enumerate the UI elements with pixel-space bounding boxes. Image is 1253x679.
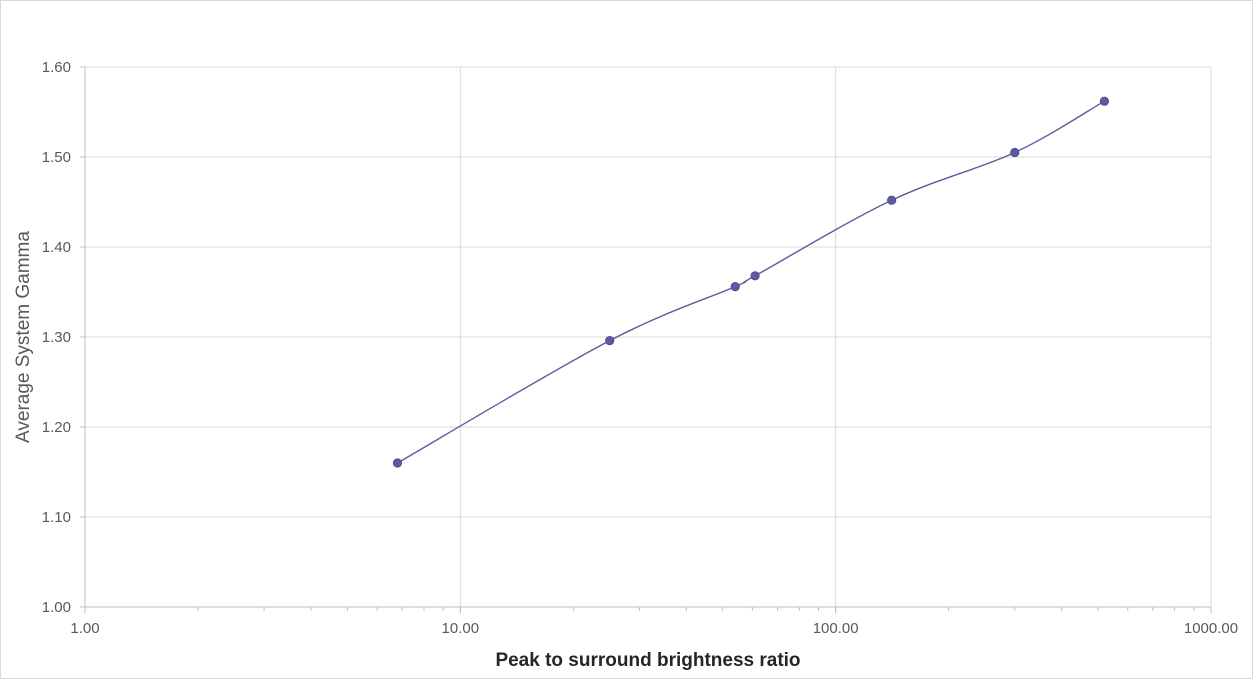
data-point — [730, 281, 740, 292]
data-point — [1010, 147, 1020, 158]
x-tick-label: 1000.00 — [1184, 620, 1238, 637]
data-point — [1099, 96, 1110, 106]
x-tick-label: 10.00 — [442, 620, 480, 637]
series-layer — [392, 96, 1110, 468]
y-tick-label: 1.40 — [42, 239, 71, 256]
data-point — [750, 271, 760, 281]
y-tick-label: 1.50 — [42, 149, 71, 166]
y-tick-label: 1.10 — [42, 509, 71, 526]
x-axis-title: Peak to surround brightness ratio — [495, 650, 800, 671]
grid-lines — [85, 66, 1212, 607]
tick-labels: 1.00 1.10 1.20 1.30 1.40 1.50 1.60 1.00 10.00 100… — [42, 59, 1238, 637]
y-tick-label: 1.30 — [42, 329, 71, 346]
x-tick-label: 100.00 — [813, 620, 859, 637]
y-tick-label: 1.60 — [42, 59, 71, 76]
x-tick-label: 1.00 — [70, 620, 99, 637]
data-point — [887, 195, 897, 205]
y-tick-label: 1.00 — [42, 599, 71, 616]
y-axis-title: Average System Gamma — [13, 231, 34, 443]
data-point — [392, 458, 403, 468]
y-tick-label: 1.20 — [42, 419, 71, 436]
axes — [80, 66, 1212, 613]
data-point — [605, 335, 615, 346]
